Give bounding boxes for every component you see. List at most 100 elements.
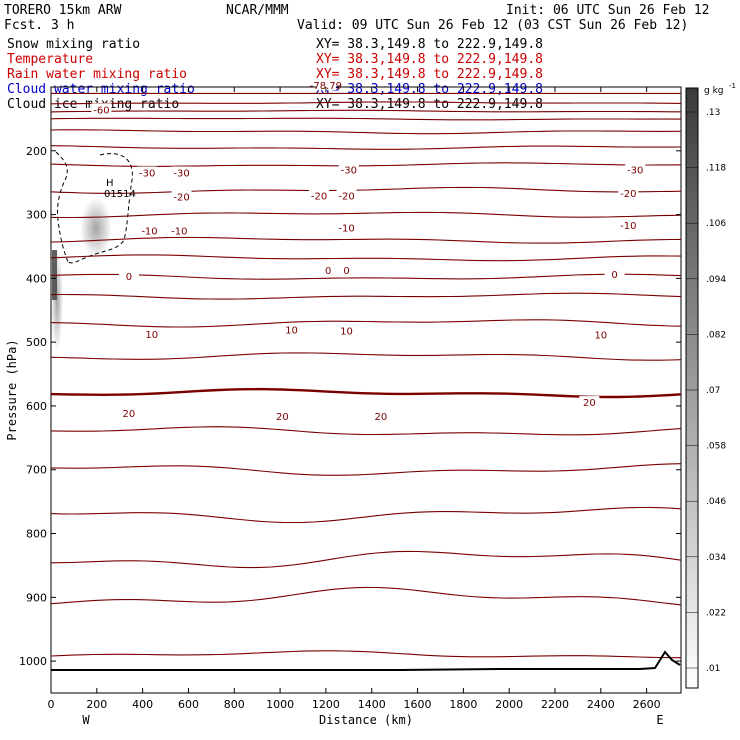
model-title: TORERO 15km ARW <box>4 3 122 18</box>
x-tick-label: 200 <box>86 698 107 711</box>
contour-label: -30 <box>173 168 189 179</box>
isotherm-line <box>50 650 681 659</box>
colorbar: .01 .022 .034 .046 .058 .07 .082 .094 .106 .118 .1… <box>685 82 736 689</box>
contour-label-bg <box>336 264 357 276</box>
contour-label: 0 <box>343 266 349 277</box>
temperature-contour-labels: -78.79 -60 -30 -30 -30 -30 -20 -20 -20 -20 -10 -10 -… <box>91 79 646 423</box>
contour-label-bg <box>118 406 139 418</box>
ground-line <box>51 650 681 671</box>
contour-label: -20 <box>338 191 354 202</box>
valid-time: Valid: 09 UTC Sun 26 Feb 12 (03 CST Sun … <box>297 18 688 33</box>
colorbar-tick-label: .07 <box>706 386 720 396</box>
contour-label: 10 <box>285 325 298 336</box>
isotherm-line <box>50 109 681 113</box>
max-marker-value: 01514 <box>104 189 136 200</box>
plot-frame <box>50 86 682 694</box>
field-label-snow: Snow mixing ratio <box>7 37 140 52</box>
contour-label: -30 <box>139 168 155 179</box>
x-tick-label: 1600 <box>404 698 432 711</box>
x-tick-label: 2400 <box>587 698 615 711</box>
init-time: Init: 06 UTC Sun 26 Feb 12 <box>506 3 710 18</box>
field-label-temperature: Temperature <box>7 52 93 67</box>
contour-label: -20 <box>173 193 189 204</box>
colorbar-unit-exp: -1 <box>729 82 736 90</box>
x-tick-label: 1000 <box>266 698 294 711</box>
contour-label-bg <box>318 264 339 276</box>
contour-label-bg <box>336 221 357 233</box>
org-title: NCAR/MMM <box>226 3 289 18</box>
x-axis: 0 200 400 600 800 1000 1200 1400 1600 1800 2000 220… <box>48 87 661 711</box>
contour-label: 10 <box>145 330 158 341</box>
y-tick-label: 600 <box>26 400 47 413</box>
contour-label-bg <box>171 166 192 178</box>
isotherm-line <box>50 236 682 244</box>
colorbar-tick-label: .094 <box>706 275 726 285</box>
contour-label-bg <box>139 224 160 236</box>
contour-label: -20 <box>620 189 636 200</box>
contour-label-bg <box>338 163 359 175</box>
contour-label: 10 <box>340 327 353 338</box>
cloud-outline <box>55 151 133 264</box>
field-xy-cloud-ice: XY= 38.3,149.8 to 222.9,149.8 <box>316 97 543 112</box>
temperature-contours <box>50 92 682 659</box>
isotherm-line <box>50 292 682 300</box>
contour-label-bg <box>91 103 112 115</box>
x-axis-label: Distance (km) <box>319 713 413 727</box>
colorbar-tick-label: .01 <box>706 664 720 674</box>
isotherm-line <box>50 211 682 219</box>
contour-label-bg <box>625 163 646 175</box>
contour-label-bg <box>281 323 302 335</box>
isotherm-line <box>50 319 682 328</box>
contour-label-bg <box>137 166 158 178</box>
colorbar-unit: g kg <box>704 86 724 96</box>
isotherm-line <box>50 550 682 569</box>
contour-label: 0 <box>611 270 617 281</box>
contour-label: 20 <box>123 409 136 420</box>
y-tick-label: 400 <box>26 272 47 285</box>
colorbar-tick-label: .13 <box>706 108 720 118</box>
field-xy-temperature: XY= 38.3,149.8 to 222.9,149.8 <box>316 52 543 67</box>
isotherm-line <box>50 162 682 167</box>
isotherm-line <box>50 129 681 135</box>
contour-label-bg <box>336 324 357 336</box>
contour-label-bg <box>169 224 190 236</box>
y-axis-label: Pressure (hPa) <box>5 339 19 440</box>
contour-label: 0 <box>325 266 331 277</box>
contour-label: -60 <box>93 105 109 116</box>
contour-label: -10 <box>338 223 354 234</box>
contour-label: -20 <box>311 191 327 202</box>
isotherm-line <box>50 352 682 361</box>
x-tick-label: 2600 <box>633 698 661 711</box>
colorbar-tick-label: .106 <box>706 219 726 229</box>
y-tick-label: 300 <box>26 209 47 222</box>
contour-label: -30 <box>341 165 357 176</box>
isotherm-line <box>50 186 682 194</box>
colorbar-tick-label: .082 <box>706 330 726 340</box>
x-tick-label: 400 <box>132 698 153 711</box>
contour-label: 20 <box>583 398 596 409</box>
x-end-label-w: W <box>82 713 90 727</box>
x-tick-label: 600 <box>178 698 199 711</box>
y-tick-label: 1000 <box>19 655 47 668</box>
isotherm-line <box>50 426 682 436</box>
contour-label-bg <box>590 328 611 340</box>
field-label-rain: Rain water mixing ratio <box>7 67 187 82</box>
y-tick-label: 800 <box>26 528 47 541</box>
colorbar-tick-label: .118 <box>706 164 726 174</box>
isotherm-line <box>50 145 682 150</box>
isotherm-line <box>50 387 682 399</box>
contour-label-bg <box>370 410 391 422</box>
isotherm-line <box>50 254 682 262</box>
isotherm-line <box>50 117 681 121</box>
cloud-shade-upper <box>80 198 112 258</box>
contour-label-bg <box>579 396 600 408</box>
x-tick-label: 1800 <box>449 698 477 711</box>
max-marker-h: H <box>106 178 114 189</box>
x-tick-label: 800 <box>224 698 245 711</box>
contour-label-bg <box>618 218 639 230</box>
colorbar-tick-label: .034 <box>706 553 726 563</box>
y-tick-label: 200 <box>26 145 47 158</box>
x-tick-label: 1400 <box>358 698 386 711</box>
